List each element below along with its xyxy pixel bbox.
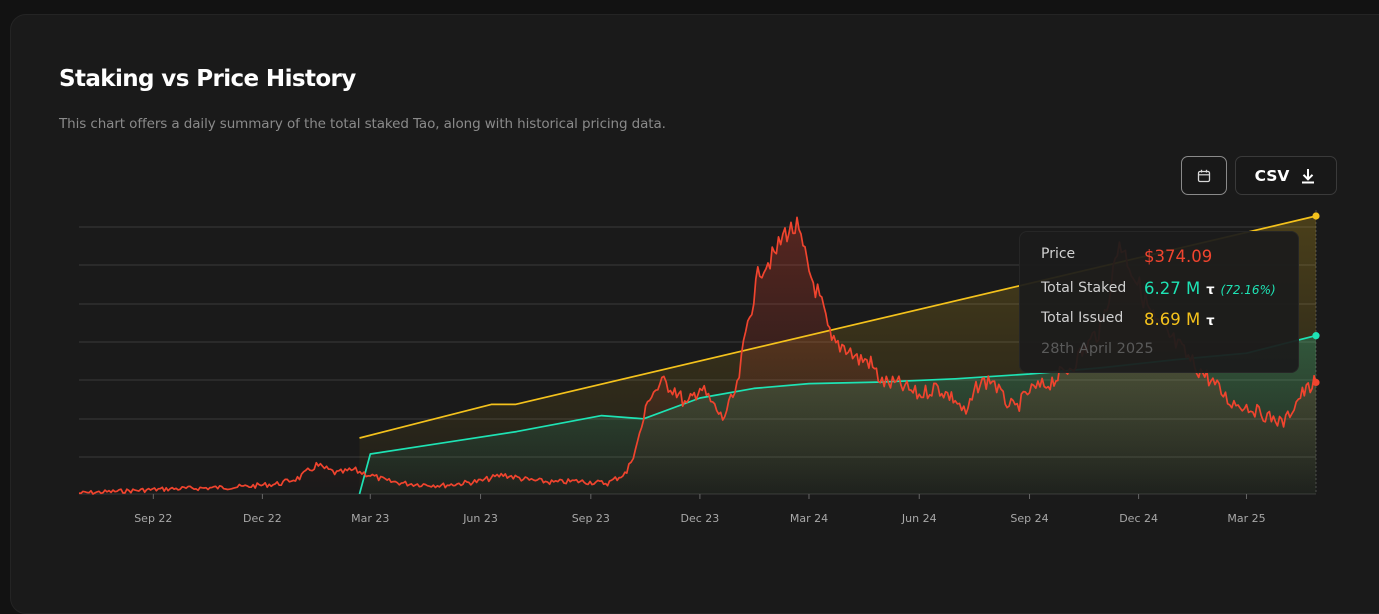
total-issued-line xyxy=(359,215,1317,439)
tooltip-date: 28th April 2025 xyxy=(1041,341,1154,357)
x-tick-label: Mar 24 xyxy=(790,512,828,525)
download-icon xyxy=(1302,168,1315,183)
x-tick-label: Sep 24 xyxy=(1010,512,1048,525)
tooltip-staked-value: 6.27 M xyxy=(1144,279,1201,298)
chart-tooltip: Price $374.09 Total Staked 6.27 M τ (72.16… xyxy=(1019,231,1299,373)
series-endpoints xyxy=(1312,212,1320,387)
tooltip-staked-label: Total Staked xyxy=(1041,280,1127,296)
total-staked-endpoint xyxy=(1312,332,1320,340)
page-title: Staking vs Price History xyxy=(59,66,356,92)
date-range-button[interactable] xyxy=(1181,156,1227,195)
x-tick-label: Mar 23 xyxy=(351,512,389,525)
tooltip-issued-value: 8.69 M xyxy=(1144,310,1201,329)
tooltip-price-label: Price xyxy=(1041,246,1076,262)
chart-description: This chart offers a daily summary of the… xyxy=(59,116,666,132)
tooltip-issued-label: Total Issued xyxy=(1041,310,1124,326)
price-area xyxy=(79,217,1316,495)
tao-symbol: τ xyxy=(1206,314,1215,329)
tooltip-staked-group: 6.27 M τ (72.16%) xyxy=(1144,279,1276,298)
x-axis: Sep 22 Dec 22 Mar 23 Jun 23 Sep 23 Dec 23 Mar … xyxy=(134,494,1266,525)
tooltip-staked-percent: (72.16%) xyxy=(1220,283,1276,297)
x-tick-label: Sep 22 xyxy=(134,512,172,525)
x-tick-label: Jun 23 xyxy=(462,512,498,525)
x-tick-label: Dec 23 xyxy=(681,512,720,525)
x-tick-label: Mar 25 xyxy=(1227,512,1265,525)
tooltip-issued-group: 8.69 M τ xyxy=(1144,310,1215,329)
calendar-icon xyxy=(1197,169,1211,182)
x-tick-label: Dec 22 xyxy=(243,512,282,525)
x-tick-label: Sep 23 xyxy=(572,512,610,525)
csv-label: CSV xyxy=(1254,166,1290,185)
tao-symbol: τ xyxy=(1206,283,1215,298)
price-endpoint xyxy=(1312,378,1320,387)
total-issued-endpoint xyxy=(1312,212,1320,220)
x-tick-label: Dec 24 xyxy=(1119,512,1158,525)
tooltip-price-value: $374.09 xyxy=(1144,247,1213,266)
x-tick-label: Jun 24 xyxy=(901,512,937,525)
csv-download-button[interactable]: CSV xyxy=(1235,156,1337,195)
